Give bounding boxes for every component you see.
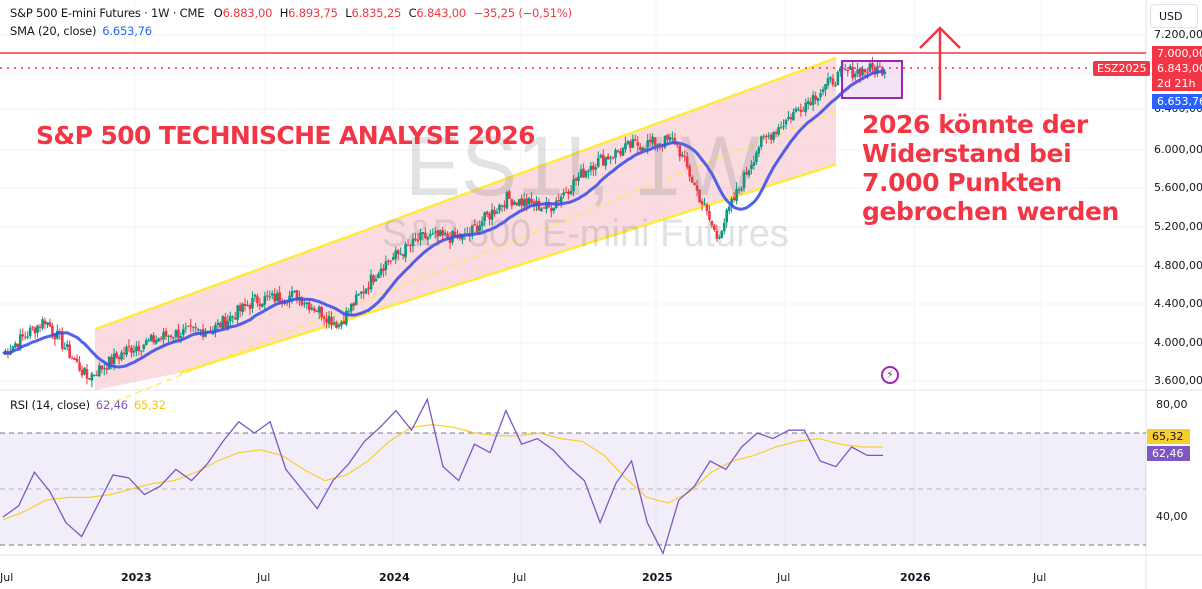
sma-value: 6.653,76 (102, 24, 152, 38)
rsi-label: RSI (14, close) (10, 398, 90, 412)
price-tag: 6.843,00 2d 21h (1152, 61, 1202, 91)
breakout-note-annotation[interactable]: 2026 könnte der Widerstand bei 7.000 Pun… (862, 110, 1119, 226)
price-tag: 7.000,00 (1152, 46, 1202, 61)
rsi-tag: 62,46 (1147, 446, 1190, 461)
time-tick: Jul (257, 571, 271, 584)
rsi-line (2, 397, 883, 556)
ohlc-high: 6.893,75 (288, 6, 338, 20)
time-tick: 2025 (642, 571, 673, 584)
price-tick: 5.600,00 (1154, 181, 1202, 194)
symbol-price-tag: ESZ2025 (1093, 61, 1151, 76)
rsi-legend[interactable]: RSI (14, close) 62,46 65,32 (10, 398, 166, 412)
time-tick: Jul (0, 571, 14, 584)
sma-label: SMA (20, close) (10, 24, 97, 38)
ohlc-change: −35,25 (−0,51%) (473, 6, 573, 20)
price-tick: 4.400,00 (1154, 297, 1202, 310)
arrow-head-icon (919, 26, 961, 49)
price-tag: 6.653,76 (1152, 94, 1202, 109)
time-tick: 2026 (900, 571, 931, 584)
rsi-value: 62,46 (95, 398, 128, 412)
ohlc-low-label: L (345, 6, 352, 20)
price-tick: 7.200,00 (1154, 28, 1202, 41)
channel-mid-line (94, 110, 837, 411)
rsi-ma-line (2, 423, 883, 521)
price-tick: 5.200,00 (1154, 220, 1202, 233)
rsi-tick: 40,00 (1156, 510, 1188, 523)
candlesticks[interactable] (4, 56, 887, 388)
ohlc-open-label: O (213, 6, 223, 20)
symbol-legend: S&P 500 E-mini Futures · 1W · CME O6.883… (10, 6, 572, 20)
channel-upper-line (94, 56, 837, 331)
symbol-name: S&P 500 E-mini Futures · 1W · CME (10, 6, 205, 20)
time-tick: Jul (513, 571, 527, 584)
time-tick: Jul (1033, 571, 1047, 584)
price-tick: 4.000,00 (1154, 336, 1202, 349)
watermark-name: S&P 500 E-mini Futures (382, 213, 789, 255)
sma-legend[interactable]: SMA (20, close) 6.653,76 (10, 24, 152, 38)
ohlc-open: 6.883,00 (222, 6, 273, 20)
price-tick: 6.000,00 (1154, 143, 1202, 156)
ohlc-low: 6.835,25 (351, 6, 402, 20)
consolidation-box (841, 60, 903, 99)
lightning-icon[interactable]: ⚡ (881, 366, 899, 384)
rsi-tag: 65,32 (1147, 429, 1190, 444)
ohlc-close: 6.843,00 (416, 6, 467, 20)
watermark-symbol: ES1!, 1W (405, 119, 760, 213)
rsi-tick: 80,00 (1156, 398, 1188, 411)
time-tick: 2023 (121, 571, 152, 584)
price-tick: 4.800,00 (1154, 259, 1202, 272)
currency-button[interactable]: USD (1150, 4, 1198, 28)
ohlc-high-label: H (279, 6, 289, 20)
time-tick: Jul (777, 571, 791, 584)
rsi-ma-value: 65,32 (133, 398, 166, 412)
price-tick: 3.600,00 (1154, 374, 1202, 387)
analysis-title-annotation[interactable]: S&P 500 TECHNISCHE ANALYSE 2026 (36, 121, 536, 150)
ohlc-close-label: C (408, 6, 417, 20)
sma-line (2, 69, 886, 369)
time-tick: 2024 (379, 571, 410, 584)
